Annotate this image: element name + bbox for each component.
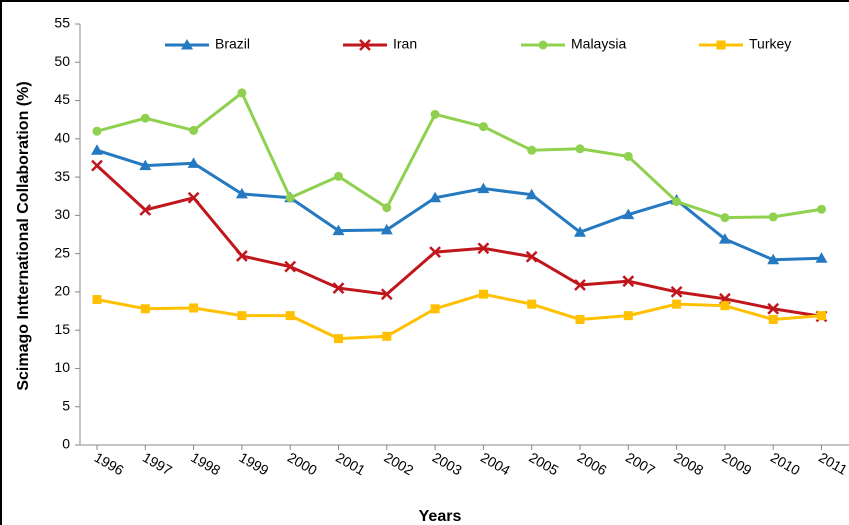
marker: [815, 252, 828, 263]
x-axis-title: Years: [419, 508, 462, 525]
marker: [527, 145, 537, 155]
marker: [380, 288, 393, 301]
marker: [140, 304, 150, 314]
marker: [718, 233, 731, 244]
marker: [525, 188, 538, 200]
marker: [767, 253, 780, 265]
marker: [284, 260, 297, 273]
marker: [187, 157, 200, 168]
marker: [332, 224, 345, 236]
legend-marker: [359, 39, 371, 51]
marker: [574, 279, 586, 291]
marker: [382, 203, 392, 213]
marker: [817, 311, 826, 321]
marker: [139, 159, 152, 171]
y-tick-label: 50: [54, 53, 70, 69]
marker: [672, 197, 682, 207]
marker: [622, 208, 635, 220]
marker: [478, 289, 488, 299]
marker: [92, 295, 102, 305]
y-tick-label: 55: [54, 15, 70, 31]
marker: [332, 282, 345, 294]
marker: [720, 301, 730, 311]
marker: [285, 311, 295, 321]
marker: [382, 331, 392, 341]
y-tick-label: 25: [54, 244, 70, 260]
marker: [768, 212, 778, 222]
marker: [334, 171, 343, 181]
marker: [380, 223, 393, 235]
y-tick-label: 30: [54, 206, 70, 222]
marker: [91, 144, 103, 155]
marker: [429, 191, 442, 203]
marker: [720, 213, 730, 223]
y-tick-label: 15: [54, 321, 70, 337]
y-tick-label: 35: [54, 168, 70, 184]
marker: [187, 191, 200, 204]
y-tick-label: 10: [54, 359, 70, 375]
marker: [670, 286, 683, 298]
marker: [622, 275, 635, 288]
marker: [92, 126, 102, 136]
marker: [139, 204, 152, 216]
marker: [623, 311, 633, 321]
legend-marker: [181, 39, 193, 50]
marker: [189, 125, 199, 135]
marker: [235, 187, 248, 199]
marker: [767, 302, 780, 315]
marker: [817, 204, 826, 214]
y-tick-label: 0: [62, 436, 70, 452]
legend-label: Iran: [393, 36, 417, 52]
series-line: [95, 164, 822, 318]
marker: [237, 88, 247, 98]
legend-label: Turkey: [749, 36, 791, 52]
y-tick-label: 40: [54, 130, 70, 146]
legend-label: Malaysia: [571, 36, 626, 52]
legend-marker: [538, 40, 548, 50]
marker: [575, 314, 585, 324]
series-line: [96, 90, 822, 220]
marker: [768, 314, 778, 324]
marker: [575, 144, 585, 154]
y-tick-label: 45: [54, 91, 70, 107]
y-tick-label: 20: [54, 283, 70, 299]
marker: [623, 151, 633, 161]
marker: [525, 250, 538, 263]
series-line: [96, 148, 822, 262]
marker: [527, 299, 537, 309]
marker: [574, 226, 586, 237]
marker: [672, 299, 682, 309]
marker: [477, 242, 490, 255]
marker: [429, 246, 441, 258]
marker: [430, 304, 440, 314]
marker: [236, 250, 248, 262]
y-tick-label: 5: [62, 397, 70, 413]
marker: [91, 159, 103, 172]
marker: [478, 122, 488, 132]
marker: [189, 303, 199, 313]
legend-label: Brazil: [215, 36, 250, 52]
series-line: [96, 292, 822, 341]
marker: [285, 193, 295, 203]
marker: [477, 182, 490, 194]
marker: [334, 334, 343, 344]
legend-marker: [716, 40, 726, 50]
y-axis-title: Scimago Intternational Collaboration (%): [15, 81, 32, 390]
marker: [430, 109, 440, 119]
marker: [237, 311, 247, 321]
marker: [140, 113, 150, 123]
